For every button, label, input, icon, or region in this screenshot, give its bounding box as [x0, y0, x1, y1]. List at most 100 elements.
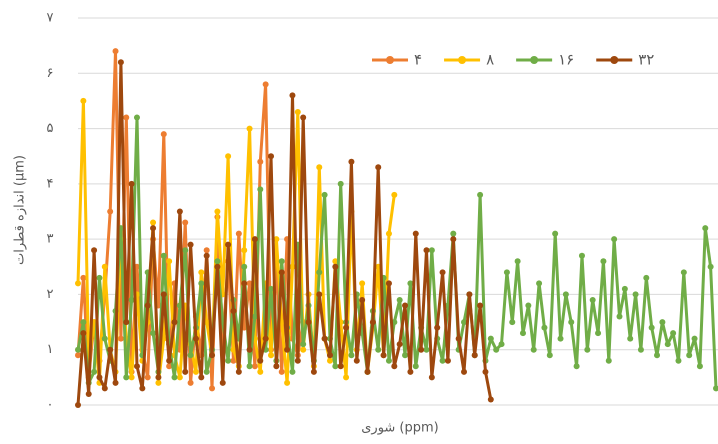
data-point [160, 291, 167, 298]
data-point [144, 374, 151, 381]
data-point [348, 158, 355, 165]
data-point [187, 379, 194, 386]
data-point [332, 258, 339, 265]
data-point [123, 319, 130, 326]
data-point [407, 280, 414, 287]
data-point [268, 285, 275, 292]
legend-swatch-marker [386, 56, 394, 64]
data-point [214, 263, 221, 270]
data-point [648, 324, 655, 331]
data-point [133, 363, 140, 370]
legend-label: ۸ [486, 51, 494, 69]
data-point [107, 346, 114, 353]
data-point [128, 374, 135, 381]
data-point [310, 368, 317, 375]
data-point [552, 230, 559, 237]
data-point [337, 363, 344, 370]
data-point [235, 230, 242, 237]
data-point [713, 385, 718, 392]
data-point [664, 341, 671, 348]
data-point [584, 346, 591, 353]
data-point [627, 335, 634, 342]
data-point [214, 258, 221, 265]
data-point [637, 346, 644, 353]
data-point [385, 230, 392, 237]
data-point [235, 368, 242, 375]
data-point [375, 164, 382, 171]
data-point [160, 131, 167, 138]
data-point [525, 302, 532, 309]
data-point [316, 269, 323, 276]
data-point [182, 219, 189, 226]
data-point [112, 48, 119, 55]
y-tick-label: ۱ [47, 342, 54, 357]
data-point [203, 252, 210, 259]
data-point [75, 402, 81, 408]
data-point [166, 258, 173, 265]
data-point [654, 352, 661, 359]
data-point [284, 346, 291, 353]
data-point [80, 274, 87, 281]
data-point [477, 302, 484, 309]
data-point [562, 291, 569, 298]
data-point [192, 368, 199, 375]
data-point [428, 374, 435, 381]
data-point [423, 247, 430, 254]
data-point [487, 335, 494, 342]
data-point [219, 379, 226, 386]
data-point [348, 352, 355, 359]
data-point [257, 186, 264, 193]
data-point [101, 263, 108, 270]
series-line [76, 60, 493, 406]
data-point [278, 368, 285, 375]
data-point [251, 313, 258, 320]
data-point [294, 357, 301, 364]
data-point [471, 352, 478, 359]
data-point [670, 330, 677, 337]
data-point [391, 363, 398, 370]
data-point [595, 330, 602, 337]
data-point [139, 385, 146, 392]
series-line [76, 116, 718, 389]
data-point [439, 357, 446, 364]
data-point [541, 324, 548, 331]
data-point [257, 357, 264, 364]
data-point [75, 280, 81, 287]
data-point [289, 368, 296, 375]
data-point [353, 357, 360, 364]
data-point [326, 357, 333, 364]
data-point [343, 374, 350, 381]
data-point [621, 285, 628, 292]
data-point [412, 230, 419, 237]
data-point [246, 280, 253, 287]
data-point [691, 335, 698, 342]
data-point [493, 346, 500, 353]
y-tick-label: ۳ [47, 232, 54, 247]
data-point [230, 357, 237, 364]
data-point [75, 352, 81, 359]
data-point [385, 280, 392, 287]
data-point [332, 263, 339, 270]
data-point [707, 263, 714, 270]
data-point [187, 241, 194, 248]
data-point [530, 346, 537, 353]
data-point [91, 368, 98, 375]
legend-label: ۴ [414, 51, 422, 69]
data-point [300, 114, 307, 121]
data-point [407, 368, 414, 375]
y-tick-label: ۵ [47, 121, 54, 136]
data-point [428, 247, 435, 254]
data-point [455, 335, 462, 342]
data-point [150, 225, 157, 232]
data-point [91, 247, 98, 254]
data-point [284, 379, 291, 386]
data-point [246, 346, 253, 353]
data-point [557, 335, 564, 342]
data-point [96, 374, 103, 381]
data-point [444, 357, 451, 364]
data-point [150, 330, 157, 337]
data-point [482, 368, 489, 375]
data-point [632, 291, 639, 298]
data-point [166, 363, 173, 370]
